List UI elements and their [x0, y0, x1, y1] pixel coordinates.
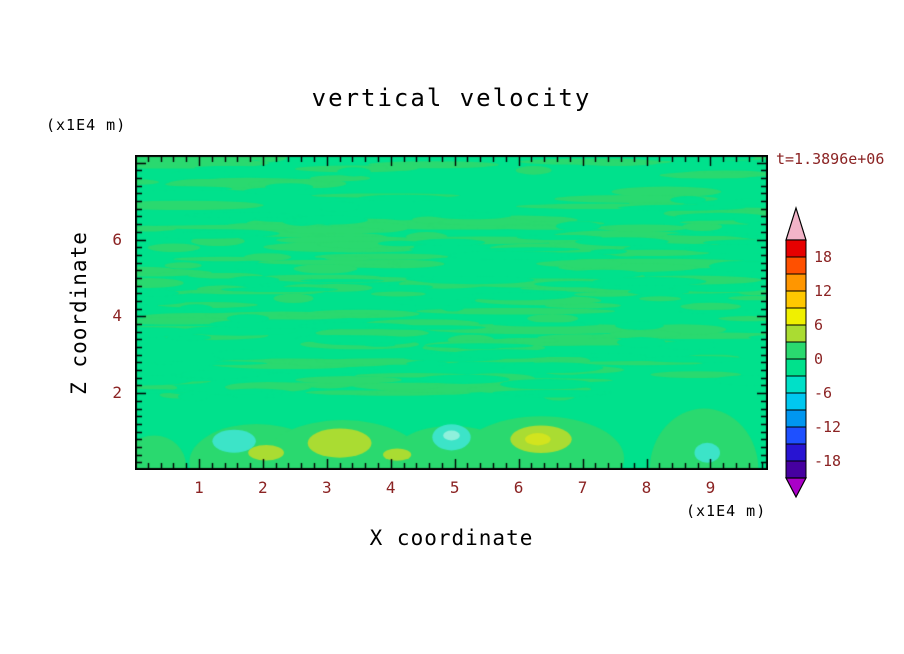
x-tick-label: 7: [577, 478, 588, 497]
colorbar-tick-label: -6: [814, 384, 833, 402]
time-annotation: t=1.3896e+06: [776, 150, 885, 168]
colorbar-segment: [785, 341, 807, 360]
y-tick-label: 2: [112, 383, 122, 403]
colorbar-under-arrow: [785, 477, 807, 499]
colorbar-segment: [785, 426, 807, 445]
colorbar-segment: [785, 358, 807, 377]
colorbar-segment: [785, 409, 807, 428]
colorbar-segment: [785, 256, 807, 275]
x-tick-label: 5: [449, 478, 460, 497]
x-tick-label: 8: [641, 478, 652, 497]
y-tick-label: 4: [112, 306, 122, 326]
colorbar-tick-label: 6: [814, 316, 824, 334]
x-tick-label: 1: [194, 478, 204, 497]
colorbar-segment: [785, 460, 807, 479]
x-tick-label: 4: [385, 478, 396, 497]
colorbar-tick-label: -12: [814, 418, 842, 436]
y-tick-label: 6: [112, 229, 122, 249]
x-axis-unit-label: (x1E4 m): [686, 502, 767, 520]
colorbar-segment: [785, 290, 807, 309]
contour-plot-area: [135, 155, 768, 470]
colorbar-segment: [785, 392, 807, 411]
x-tick-label: 2: [258, 478, 268, 497]
x-tick-label: 9: [705, 478, 716, 497]
x-tick-label: 3: [321, 478, 332, 497]
colorbar-segment: [785, 307, 807, 326]
colorbar-tick-label: 12: [814, 282, 833, 300]
x-tick-label: 6: [513, 478, 524, 497]
colorbar-over-arrow: [785, 205, 807, 241]
colorbar: [785, 205, 807, 499]
colorbar-tick-label: 0: [814, 350, 824, 368]
colorbar-segment: [785, 273, 807, 292]
colorbar-segment: [785, 375, 807, 394]
x-axis-title: X coordinate: [369, 526, 534, 550]
colorbar-tick-label: 18: [814, 248, 833, 266]
chart-title: vertical velocity: [311, 84, 592, 112]
colorbar-segment: [785, 239, 807, 258]
y-axis-unit-label: (x1E4 m): [46, 116, 127, 134]
colorbar-tick-label: -18: [814, 452, 842, 470]
colorbar-segment: [785, 443, 807, 462]
colorbar-segment: [785, 324, 807, 343]
